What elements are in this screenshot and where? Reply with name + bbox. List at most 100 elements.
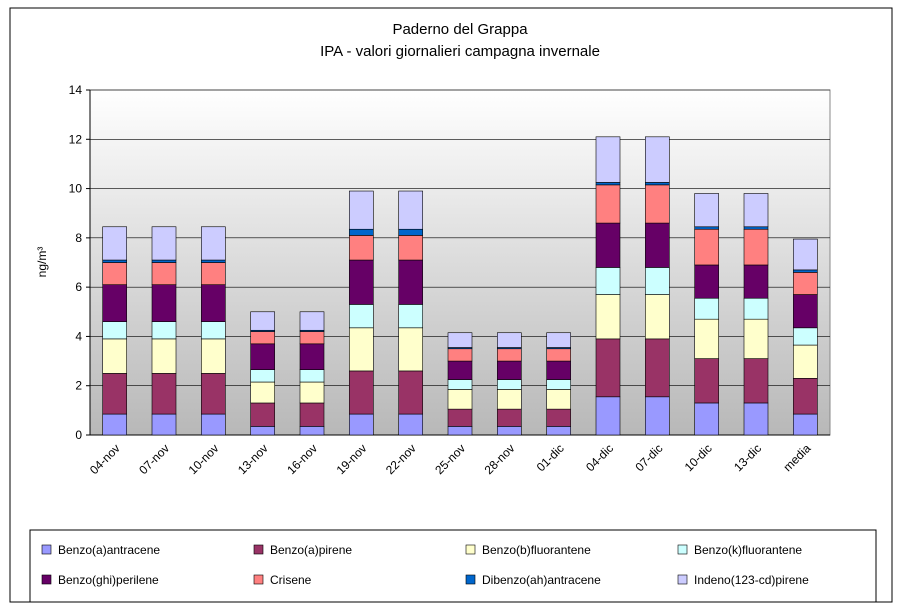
bar-segment	[497, 360, 522, 380]
bar-segment	[299, 343, 325, 370]
bar-segment	[645, 184, 670, 224]
y-tick-label: 10	[69, 182, 83, 196]
bar-segment	[250, 311, 275, 331]
bar-segment	[497, 408, 522, 427]
bar-segment	[546, 389, 571, 410]
bar-segment	[201, 226, 226, 261]
bar-segment	[102, 259, 127, 263]
bar-segment	[201, 373, 226, 415]
bar-segment	[201, 262, 226, 285]
legend-swatch	[253, 544, 264, 555]
bar-segment	[447, 360, 473, 380]
bar-segment	[694, 318, 719, 359]
legend-swatch	[253, 574, 264, 585]
bar-segment	[497, 389, 522, 410]
bar-segment	[743, 228, 769, 266]
bar-segment	[595, 294, 621, 340]
legend-swatch	[41, 544, 52, 555]
bar-segment	[793, 294, 818, 329]
legend-swatch	[41, 574, 52, 585]
y-tick-label: 0	[75, 428, 82, 442]
bar-segment	[743, 358, 769, 404]
bar-segment	[793, 344, 818, 379]
y-tick-label: 14	[69, 83, 83, 97]
bar-segment	[595, 136, 621, 183]
bar-segment	[645, 338, 670, 398]
y-axis-label: ng/m³	[35, 247, 49, 278]
bar-segment	[349, 235, 374, 261]
bar-segment	[497, 379, 522, 390]
bar-segment	[447, 426, 473, 436]
bar-segment	[645, 222, 670, 268]
bar-segment	[349, 190, 374, 230]
bar-segment	[694, 226, 719, 230]
bar-segment	[398, 304, 423, 329]
bar-segment	[102, 321, 127, 340]
legend-swatch	[677, 544, 688, 555]
y-tick-label: 2	[75, 379, 82, 393]
legend-label: Indeno(123-cd)pirene	[694, 573, 809, 587]
bar-segment	[250, 343, 275, 370]
y-tick-label: 4	[75, 329, 82, 343]
bar-segment	[250, 381, 275, 404]
y-tick-label: 8	[75, 231, 82, 245]
bar-segment	[398, 190, 423, 230]
bar-segment	[595, 182, 621, 186]
legend-label: Benzo(k)fluorantene	[694, 543, 802, 557]
bar-segment	[349, 304, 374, 329]
bar-segment	[447, 389, 473, 410]
bar-segment	[595, 184, 621, 224]
bar-segment	[595, 222, 621, 268]
bar-segment	[447, 408, 473, 427]
bar-segment	[299, 369, 325, 383]
bar-segment	[201, 284, 226, 322]
bar-segment	[793, 238, 818, 271]
bar-segment	[398, 327, 423, 372]
legend-label: Benzo(b)fluorantene	[482, 543, 591, 557]
bar-segment	[201, 321, 226, 340]
bar-segment	[299, 426, 325, 436]
bar-segment	[250, 369, 275, 383]
bar-segment	[497, 332, 522, 348]
bar-segment	[645, 136, 670, 183]
bar-segment	[151, 413, 177, 436]
bar-segment	[546, 332, 571, 348]
bar-segment	[595, 338, 621, 398]
bar-segment	[743, 193, 769, 228]
bar-segment	[743, 297, 769, 320]
bar-segment	[497, 426, 522, 436]
bar-segment	[743, 402, 769, 436]
bar-segment	[447, 348, 473, 362]
bar-segment	[645, 294, 670, 340]
bar-segment	[349, 413, 374, 436]
bar-segment	[743, 264, 769, 299]
bar-segment	[793, 272, 818, 295]
bar-segment	[151, 373, 177, 415]
bar-segment	[694, 358, 719, 404]
bar-segment	[694, 402, 719, 436]
bar-segment	[151, 338, 177, 374]
bar-segment	[546, 348, 571, 362]
bar-segment	[151, 226, 177, 261]
bar-segment	[102, 413, 127, 436]
bar-segment	[497, 348, 522, 362]
legend-swatch	[465, 574, 476, 585]
bar-segment	[793, 269, 818, 273]
legend-label: Crisene	[270, 573, 312, 587]
bar-segment	[694, 264, 719, 299]
bar-segment	[645, 396, 670, 436]
bar-segment	[201, 413, 226, 436]
bar-segment	[201, 259, 226, 263]
bar-segment	[793, 378, 818, 415]
bar-segment	[793, 327, 818, 346]
bar-segment	[743, 226, 769, 230]
bar-segment	[102, 338, 127, 374]
bar-segment	[546, 360, 571, 380]
bar-segment	[349, 370, 374, 415]
bar-segment	[447, 332, 473, 348]
bar-segment	[743, 318, 769, 359]
bar-segment	[546, 379, 571, 390]
chart-subtitle: IPA - valori giornalieri campagna invern…	[320, 43, 600, 60]
legend-swatch	[465, 544, 476, 555]
